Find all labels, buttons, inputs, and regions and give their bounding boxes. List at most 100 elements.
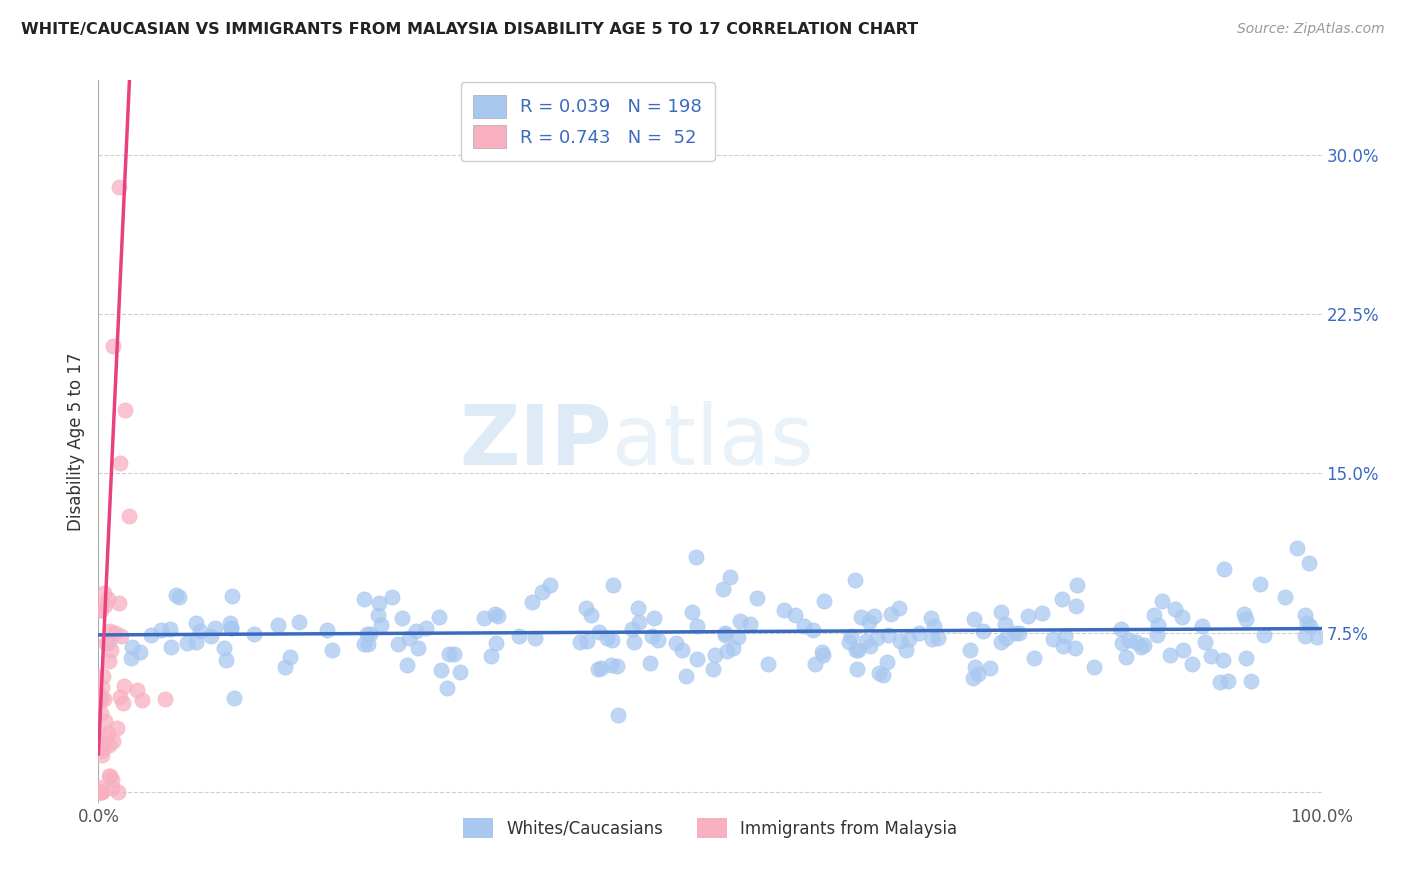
Point [1146, 617, 1168, 632]
Point [359, 627, 381, 641]
Point [844, 574, 866, 588]
Point [287, 615, 309, 629]
Point [887, 600, 910, 615]
Point [1212, 562, 1234, 576]
Point [89, 785, 111, 799]
Point [1022, 650, 1045, 665]
Point [862, 609, 884, 624]
Point [702, 662, 724, 676]
Point [623, 635, 645, 649]
Text: WHITE/CAUCASIAN VS IMMIGRANTS FROM MALAYSIA DISABILITY AGE 5 TO 17 CORRELATION C: WHITE/CAUCASIAN VS IMMIGRANTS FROM MALAY… [21, 22, 918, 37]
Point [398, 631, 420, 645]
Point [966, 666, 988, 681]
Point [785, 608, 807, 623]
Point [811, 648, 834, 663]
Point [1234, 612, 1257, 626]
Point [994, 631, 1017, 645]
Point [184, 615, 207, 630]
Point [427, 609, 450, 624]
Point [728, 615, 751, 629]
Point [1146, 628, 1168, 642]
Point [972, 624, 994, 638]
Point [671, 642, 693, 657]
Point [90, 706, 112, 721]
Point [321, 643, 343, 657]
Point [1150, 593, 1173, 607]
Point [221, 621, 243, 635]
Point [1191, 618, 1213, 632]
Point [1194, 634, 1216, 648]
Point [963, 659, 986, 673]
Point [602, 578, 624, 592]
Point [415, 621, 437, 635]
Point [801, 623, 824, 637]
Point [579, 608, 602, 623]
Point [215, 652, 238, 666]
Point [1294, 608, 1316, 623]
Point [91, 729, 114, 743]
Point [108, 179, 131, 194]
Point [1295, 616, 1317, 631]
Point [97, 769, 120, 783]
Point [188, 624, 211, 638]
Point [1159, 648, 1181, 662]
Point [108, 596, 131, 610]
Point [110, 456, 132, 470]
Point [1125, 635, 1147, 649]
Point [1171, 643, 1194, 657]
Point [1083, 660, 1105, 674]
Point [1199, 649, 1222, 664]
Point [1306, 630, 1329, 644]
Point [711, 582, 734, 596]
Point [927, 632, 949, 646]
Point [101, 339, 124, 353]
Point [568, 635, 591, 649]
Point [219, 621, 242, 635]
Point [94, 635, 117, 649]
Point [97, 591, 120, 606]
Point [97, 725, 120, 739]
Point [184, 635, 207, 649]
Point [897, 632, 920, 646]
Point [131, 693, 153, 707]
Point [922, 619, 945, 633]
Point [443, 647, 465, 661]
Point [160, 640, 183, 654]
Point [1115, 649, 1137, 664]
Point [221, 589, 243, 603]
Point [90, 681, 112, 695]
Point [1052, 591, 1074, 606]
Point [589, 661, 612, 675]
Point [101, 780, 124, 795]
Point [606, 708, 628, 723]
Point [920, 611, 942, 625]
Point [98, 624, 121, 638]
Point [1004, 626, 1026, 640]
Point [93, 714, 115, 729]
Point [129, 645, 152, 659]
Point [107, 785, 129, 799]
Point [89, 688, 111, 702]
Point [112, 680, 135, 694]
Point [740, 617, 762, 632]
Point [486, 608, 509, 623]
Text: ZIP: ZIP [460, 401, 612, 482]
Point [89, 693, 111, 707]
Point [1008, 626, 1031, 640]
Point [97, 654, 120, 668]
Point [876, 628, 898, 642]
Point [716, 644, 738, 658]
Point [439, 647, 461, 661]
Point [167, 591, 190, 605]
Point [747, 591, 769, 605]
Point [921, 632, 943, 646]
Point [868, 665, 890, 680]
Point [357, 637, 380, 651]
Point [793, 618, 815, 632]
Point [101, 734, 124, 748]
Point [1249, 577, 1271, 591]
Point [704, 648, 727, 662]
Point [643, 611, 665, 625]
Point [1031, 607, 1053, 621]
Point [90, 785, 112, 799]
